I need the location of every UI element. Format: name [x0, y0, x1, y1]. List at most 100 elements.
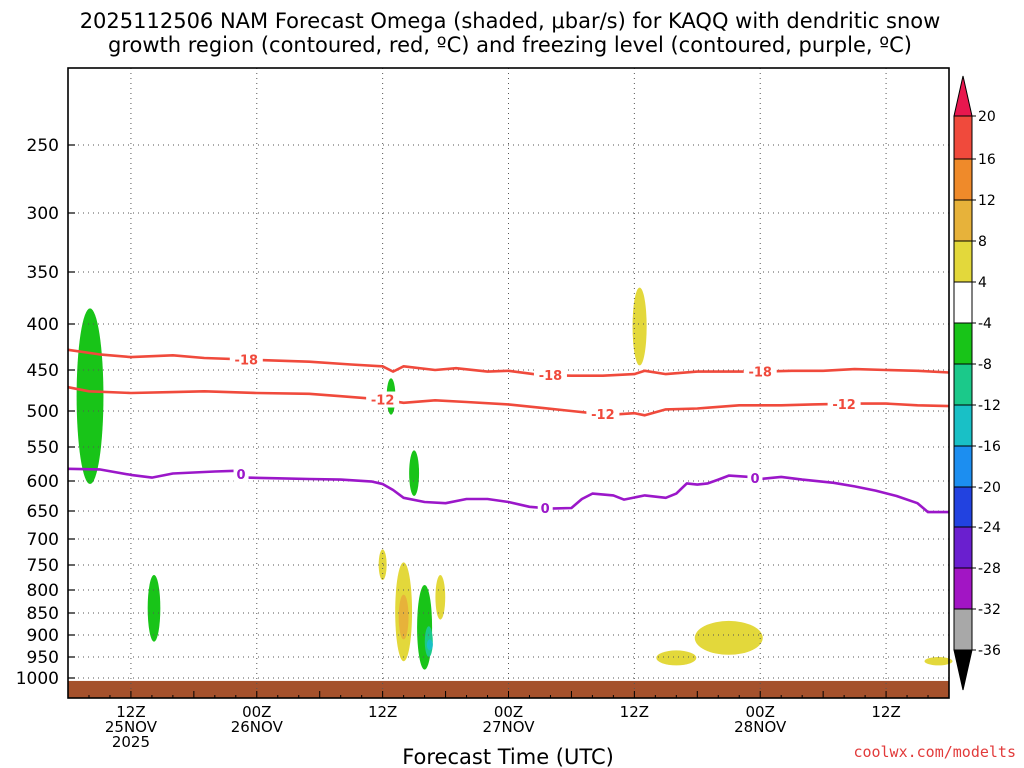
colorbar-swatch [953, 526, 973, 569]
x-tick-label: 00Z [494, 703, 523, 721]
y-tick-label: 600 [27, 472, 59, 492]
contour-label: -18 [748, 366, 772, 381]
contour-label-bg [743, 363, 777, 380]
contour-label: 0 [750, 472, 759, 487]
omega-region-3 [409, 450, 420, 497]
y-tick-label: 650 [27, 502, 59, 522]
x-tick-label: 12Z [620, 703, 649, 721]
x-tick-label: 00Z [746, 703, 775, 721]
omega-region-13 [656, 650, 697, 666]
colorbar-swatch [953, 281, 973, 324]
colorbar-swatch [953, 115, 973, 160]
x-tick-label: 28NOV [734, 718, 787, 736]
omega-region-0 [76, 308, 104, 485]
colorbar-bottom-arrow [953, 649, 973, 691]
credit-link[interactable]: coolwx.com/modelts [853, 743, 1016, 761]
colorbar-swatch [953, 199, 973, 242]
contour-label: -12 [371, 394, 395, 409]
omega-region-1 [147, 575, 161, 642]
y-tick-label: 950 [27, 648, 59, 668]
y-tick-label: 900 [27, 626, 59, 646]
omega-region-10 [398, 594, 409, 640]
colorbar-label: 16 [978, 152, 996, 168]
colorbar-label: -28 [978, 561, 1001, 577]
omega-region-11 [435, 575, 446, 620]
contour-label-bg [747, 469, 763, 486]
terrain-fill [68, 680, 949, 698]
contour-label-bg [533, 367, 567, 384]
y-tick-label: 550 [27, 438, 59, 458]
y-tick-label: 850 [27, 604, 59, 624]
colorbar-swatch [953, 567, 973, 610]
colorbar-label: -24 [978, 520, 1001, 536]
y-tick-label: 350 [27, 263, 59, 283]
colorbar-swatch [953, 486, 973, 528]
contour-label: -18 [539, 369, 563, 384]
colorbar-swatch [953, 608, 973, 651]
x-axis-label: Forecast Time (UTC) [402, 745, 614, 768]
contour-label-bg [827, 395, 861, 412]
colorbar-label: -4 [978, 316, 992, 332]
colorbar-label: -12 [978, 398, 1001, 414]
contour-line-1 [67, 385, 950, 417]
omega-region-6 [426, 639, 433, 651]
y-tick-label: 500 [27, 402, 59, 422]
contour-layer: -18 -18 -18 -12 -12 -12 0 0 0 [67, 348, 950, 517]
y-tick-label: 300 [27, 204, 59, 224]
y-tick-label: 1000 [16, 669, 59, 689]
contour-label: -18 [235, 354, 259, 369]
y-tick-label: 400 [27, 315, 59, 335]
x-tick-label: 25NOV [105, 718, 158, 736]
contour-line-2 [67, 467, 949, 514]
x-tick-label: 12Z [871, 703, 900, 721]
colorbar-swatch [953, 445, 973, 488]
y-axis-ticks: 2503003504004505005506006507007508008509… [16, 136, 75, 689]
contour-label-bg [229, 351, 263, 368]
x-tick-label: 12Z [116, 703, 145, 721]
omega-region-8 [378, 549, 387, 580]
colorbar-swatch [953, 240, 973, 283]
chart-title-line-1: 2025112506 NAM Forecast Omega (shaded, μ… [80, 9, 941, 33]
contour-label: 0 [541, 502, 550, 517]
colorbar-label: 8 [978, 234, 987, 250]
grid-layer [68, 68, 949, 698]
colorbar-label: -16 [978, 439, 1001, 455]
y-tick-label: 800 [27, 581, 59, 601]
colorbar-swatch [953, 158, 973, 201]
contour-label-bg [366, 391, 400, 408]
colorbar-label: -32 [978, 602, 1001, 618]
colorbar-label: -20 [978, 480, 1001, 496]
colorbar-top-arrow [953, 75, 973, 117]
colorbar-label: 4 [978, 275, 987, 291]
colorbar-label: -36 [978, 643, 1001, 659]
y-tick-label: 750 [27, 556, 59, 576]
contour-label-bg [233, 466, 249, 483]
omega-region-14 [924, 657, 953, 666]
terrain-layer [68, 680, 949, 698]
colorbar-label: 12 [978, 193, 996, 209]
x-tick-label: 00Z [242, 703, 271, 721]
contour-label: -12 [591, 408, 615, 423]
contour-label-bg [586, 405, 620, 422]
y-tick-label: 450 [27, 361, 59, 381]
y-tick-label: 700 [27, 530, 59, 550]
omega-region-7 [632, 287, 647, 366]
y-tick-label: 250 [27, 136, 59, 156]
colorbar-swatch [953, 363, 973, 406]
contour-label-bg [537, 500, 553, 517]
x-tick-label: 27NOV [482, 718, 535, 736]
contour-label: 0 [237, 468, 246, 483]
x-tick-label: 12Z [368, 703, 397, 721]
colorbar-swatch [953, 404, 973, 447]
x-tick-label: 2025 [112, 733, 150, 751]
plot-area: -18 -18 -18 -12 -12 -12 0 0 0 [67, 67, 953, 699]
chart-title-line-2: growth region (contoured, red, ºC) and f… [108, 33, 912, 57]
x-tick-label: 26NOV [231, 718, 284, 736]
colorbar-label: 20 [978, 109, 996, 125]
colorbar-swatch [953, 322, 973, 365]
colorbar: 20 16 12 8 4 -4 -8 -12 -16 -20 -24 -28 -32 -36 [953, 75, 1001, 691]
omega-shading-layer [76, 287, 953, 670]
colorbar-label: -8 [978, 357, 992, 373]
